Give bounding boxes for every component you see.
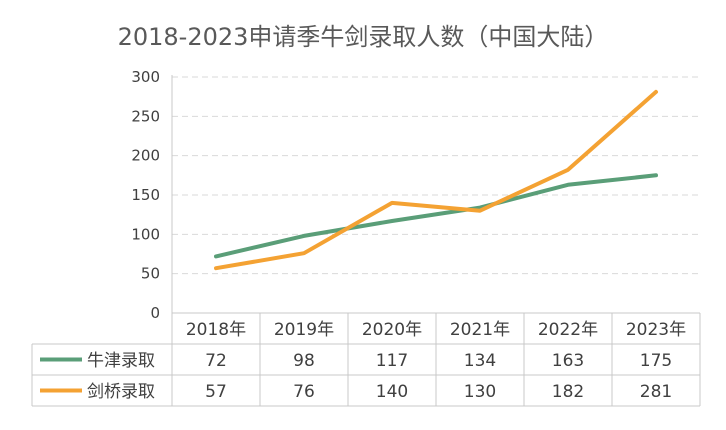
gridlines xyxy=(172,76,700,275)
chart-title: 2018-2023申请季牛剑录取人数（中国大陆） xyxy=(118,23,609,51)
data-value-cell: 130 xyxy=(464,382,496,402)
x-category-label: 2018年 xyxy=(186,320,246,340)
data-value-cell: 140 xyxy=(376,382,408,402)
data-value-cell: 117 xyxy=(376,351,408,371)
data-value-cell: 281 xyxy=(640,382,672,402)
series-lines xyxy=(214,89,658,271)
y-tick-label: 150 xyxy=(131,186,160,204)
data-value-cell: 76 xyxy=(293,382,315,402)
y-tick-label: 100 xyxy=(131,225,160,243)
series-line-oxford xyxy=(214,173,658,259)
y-tick-label: 300 xyxy=(131,68,160,86)
data-value-cell: 72 xyxy=(205,351,227,371)
x-category-label: 2020年 xyxy=(362,320,422,340)
y-axis-ticks: 0 50 100 150 200 250 300 xyxy=(131,68,160,322)
y-tick-label: 200 xyxy=(131,147,160,165)
data-value-cell: 57 xyxy=(205,382,227,402)
data-value-cell: 182 xyxy=(552,382,584,402)
data-value-cell: 163 xyxy=(552,351,584,371)
x-category-label: 2019年 xyxy=(274,320,334,340)
y-tick-label: 50 xyxy=(141,265,160,283)
x-category-label: 2022年 xyxy=(538,320,598,340)
series-name-label: 牛津录取 xyxy=(87,351,155,371)
data-value-cell: 175 xyxy=(640,351,672,371)
y-tick-label: 250 xyxy=(131,107,160,125)
series-name-label: 剑桥录取 xyxy=(87,382,155,402)
x-category-label: 2023年 xyxy=(626,320,686,340)
data-value-cell: 98 xyxy=(293,351,315,371)
y-tick-label: 0 xyxy=(150,304,160,322)
data-value-cell: 134 xyxy=(464,351,496,371)
x-category-label: 2021年 xyxy=(450,320,510,340)
series-line-cambridge xyxy=(214,89,658,271)
